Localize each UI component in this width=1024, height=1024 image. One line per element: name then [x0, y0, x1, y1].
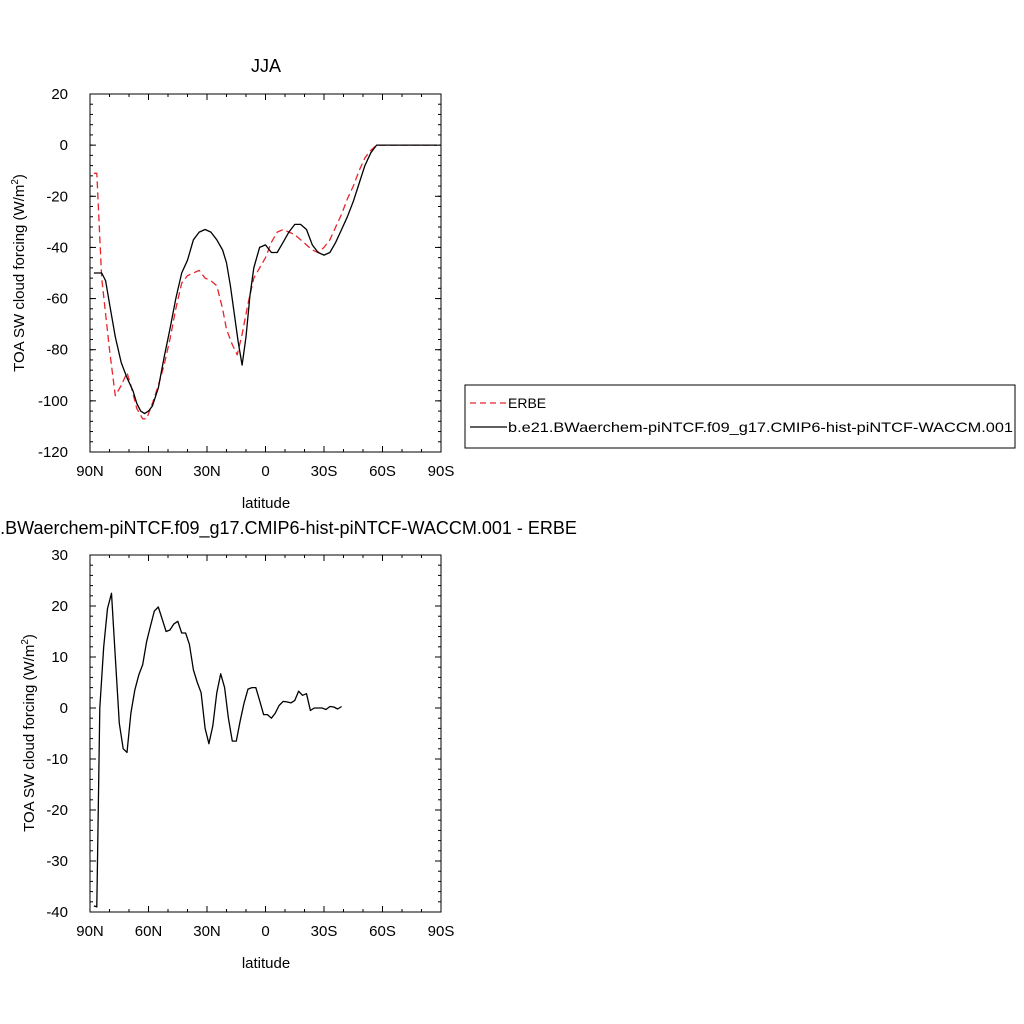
- chart-bottom-xtick-label: 30N: [193, 923, 221, 940]
- chart-top-xtick-label: 30S: [311, 463, 338, 480]
- chart-bottom-ytick-label: 30: [51, 547, 68, 564]
- chart-bottom-xtick-label: 60S: [369, 923, 396, 940]
- legend-box: [464, 384, 1016, 449]
- chart-bottom-ytick-label: -40: [46, 904, 68, 921]
- chart-bottom-title: b.e21.BWaerchem-piNTCF.f09_g17.CMIP6-his…: [0, 518, 577, 539]
- chart-bottom-xtick-label: 90N: [76, 923, 104, 940]
- chart-top-xtick-label: 60N: [135, 463, 163, 480]
- chart-top-ytick-label: -120: [38, 444, 68, 461]
- chart-top-xtick-label: 90N: [76, 463, 104, 480]
- chart-bottom-ytick-label: 20: [51, 598, 68, 615]
- chart-bottom-ytick-label: -20: [46, 802, 68, 819]
- chart-bottom-xtick-label: 30S: [311, 923, 338, 940]
- chart-top-frame: [89, 93, 442, 453]
- chart-bottom-xtick-label: 0: [261, 923, 269, 940]
- chart-bottom-xtick-label: 60N: [135, 923, 163, 940]
- chart-top-series-1-line: [93, 144, 438, 415]
- chart-top-xlabel: latitude: [242, 495, 290, 512]
- chart-top-ytick-label: -20: [46, 188, 68, 205]
- chart-top-xtick-label: 30N: [193, 463, 221, 480]
- chart-top-title: JJA: [251, 56, 281, 76]
- chart-top-ytick-label: 20: [51, 86, 68, 103]
- chart-top-xtick-label: 60S: [369, 463, 396, 480]
- chart-bottom-xtick-label: 90S: [428, 923, 455, 940]
- chart-bottom-series-0-line: [93, 592, 342, 908]
- chart-top-ylabel-close: ): [11, 174, 28, 179]
- chart-bottom-ytick-label: -30: [46, 853, 68, 870]
- chart-top-ytick-label: -80: [46, 342, 68, 359]
- chart-bottom-ylabel-close: ): [21, 634, 38, 639]
- chart-top-ytick-label: -100: [38, 393, 68, 410]
- chart-bottom-xlabel: latitude: [242, 955, 290, 972]
- chart-top-ytick-label: -60: [46, 291, 68, 308]
- chart-top-ylabel: TOA SW cloud forcing (W/m2): [10, 174, 28, 372]
- chart-bottom-series-group: [93, 592, 342, 908]
- chart-top: JJA 90N 60N 30N 0 30S 60S 90S 20 0 -20 -40 -60 -80 -1…: [10, 56, 1016, 512]
- chart-bottom: b.e21.BWaerchem-piNTCF.f09_g17.CMIP6-his…: [0, 518, 577, 972]
- chart-bottom-ylabel-superscript: 2: [20, 639, 31, 645]
- chart-top-series-group: [93, 144, 438, 420]
- chart-top-legend: ERBE b.e21.BWaerchem-piNTCF.f09_g17.CMIP…: [464, 384, 1016, 449]
- chart-top-ytick-label: -40: [46, 239, 68, 256]
- legend-label-erbe: ERBE: [508, 395, 546, 411]
- chart-top-ytick-label: 0: [60, 137, 68, 154]
- chart-bottom-ytick-label: -10: [46, 751, 68, 768]
- chart-top-ylabel-superscript: 2: [10, 179, 21, 185]
- chart-top-series-0-line: [93, 144, 438, 420]
- chart-bottom-ylabel: TOA SW cloud forcing (W/m2): [20, 634, 38, 832]
- chart-bottom-ytick-label: 0: [60, 700, 68, 717]
- chart-bottom-ytick-label: 10: [51, 649, 68, 666]
- chart-top-xtick-label: 90S: [428, 463, 455, 480]
- legend-label-model: b.e21.BWaerchem-piNTCF.f09_g17.CMIP6-his…: [508, 419, 1013, 435]
- chart-bottom-frame: [89, 554, 442, 913]
- chart-top-xtick-label: 0: [261, 463, 269, 480]
